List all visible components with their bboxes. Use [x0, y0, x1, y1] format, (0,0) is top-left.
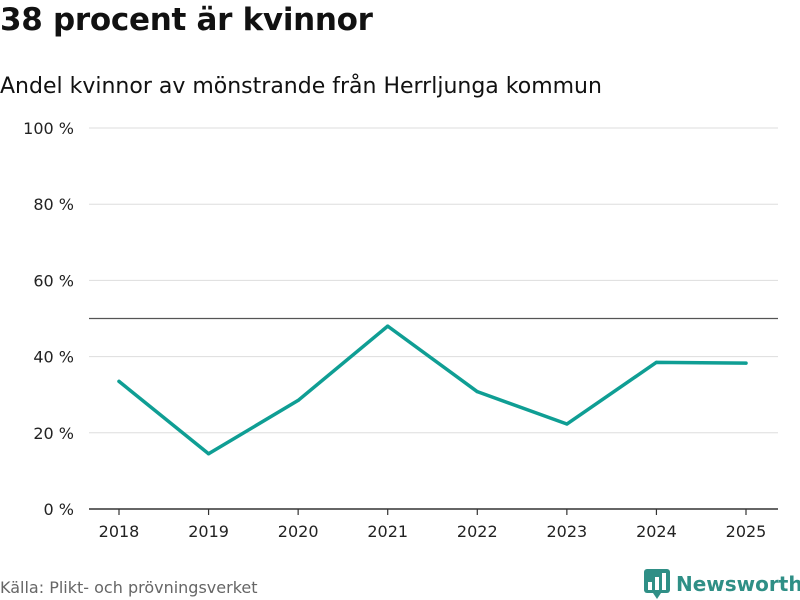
x-tick-label: 2020 [278, 522, 319, 541]
x-tick-label: 2021 [367, 522, 408, 541]
brand-logo[interactable]: Newsworthy [644, 568, 800, 600]
x-tick-label: 2022 [457, 522, 498, 541]
y-tick-label: 40 % [33, 348, 74, 367]
brand-name: Newsworthy [676, 572, 800, 596]
data-point-2024 [654, 360, 659, 364]
x-tick-label: 2019 [188, 522, 229, 541]
series-layer [117, 324, 748, 456]
y-tick-label: 0 % [44, 500, 74, 519]
data-point-2022 [475, 390, 479, 394]
x-axis [89, 508, 778, 515]
x-tick-label: 2024 [636, 522, 677, 541]
y-tick-label: 100 % [23, 119, 74, 138]
data-point-2025 [744, 361, 748, 365]
data-point-2021 [386, 324, 390, 328]
chart-title: 38 procent är kvinnor [0, 2, 373, 38]
data-point-2020 [296, 398, 300, 403]
x-tick-label: 2025 [726, 522, 767, 541]
x-tick-label: 2023 [546, 522, 587, 541]
y-tick-label: 20 % [33, 424, 74, 443]
y-tick-label: 80 % [33, 195, 74, 214]
chart-subtitle: Andel kvinnor av mönstrande från Herrlju… [0, 74, 602, 99]
data-point-2018 [117, 379, 121, 383]
x-tick-label: 2018 [99, 522, 140, 541]
grid-lines [89, 127, 778, 434]
y-tick-label: 60 % [33, 271, 74, 290]
data-point-2023 [565, 422, 569, 426]
y-axis-tick-labels: 0 % 20 % 40 % 60 % 80 % 100 % [23, 119, 74, 519]
x-axis-tick-labels: 2018 2019 2020 2021 2022 2023 2024 2025 [99, 522, 767, 541]
bar-chart-logo-icon [644, 569, 670, 599]
data-point-2019 [206, 452, 211, 456]
source-note: Källa: Plikt- och prövningsverket [0, 578, 258, 597]
series-line [117, 324, 748, 456]
